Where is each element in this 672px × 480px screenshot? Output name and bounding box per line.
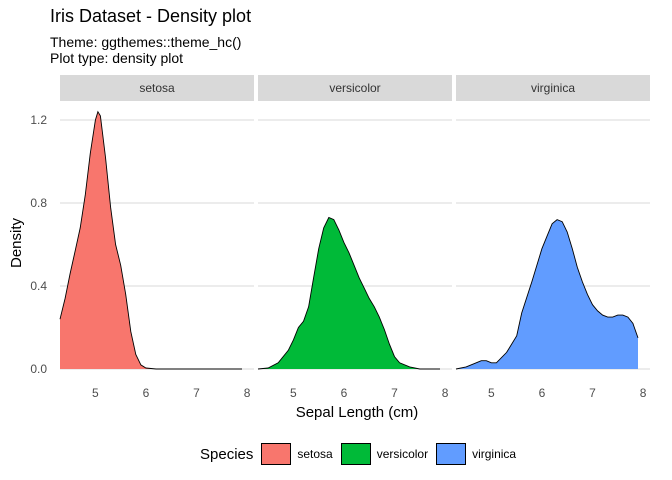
- legend: Species setosa versicolor virginica: [200, 441, 524, 467]
- x-tick-label-versicolor-7: 7: [391, 386, 398, 400]
- x-tick-label-setosa-5: 5: [92, 386, 99, 400]
- strip-label-setosa: setosa: [139, 81, 175, 95]
- x-tick-label-versicolor-5: 5: [290, 386, 297, 400]
- x-tick-label-virginica-8: 8: [640, 386, 647, 400]
- legend-label-versicolor: versicolor: [376, 447, 429, 461]
- x-tick-label-setosa-6: 6: [143, 386, 150, 400]
- chart-subtitle: Theme: ggthemes::theme_hc() Plot type: d…: [50, 34, 241, 66]
- x-tick-label-setosa-7: 7: [193, 386, 200, 400]
- strip-versicolor: [258, 75, 452, 101]
- panel-setosa: setosa 5 6 7 8: [59, 75, 254, 400]
- x-tick-label-versicolor-8: 8: [442, 386, 449, 400]
- x-tick-label-versicolor-6: 6: [341, 386, 348, 400]
- subtitle-line-plot-type: Plot type: density plot: [50, 50, 184, 66]
- legend-label-setosa: setosa: [297, 447, 333, 461]
- x-tick-label-setosa-8: 8: [244, 386, 251, 400]
- y-axis: 0.0 0.4 0.8 1.2: [30, 113, 47, 376]
- density-area-virginica: [456, 219, 638, 369]
- chart-title: Iris Dataset - Density plot: [50, 6, 252, 26]
- strip-virginica: [456, 75, 650, 101]
- y-tick-label-1: 0.4: [30, 279, 47, 293]
- density-line-setosa: [59, 110, 242, 370]
- legend-item-versicolor: versicolor: [340, 443, 429, 465]
- y-tick-label-0: 0.0: [30, 362, 47, 376]
- subtitle-line-theme: Theme: ggthemes::theme_hc(): [50, 34, 242, 50]
- panel-versicolor: versicolor 5 6 7 8: [257, 75, 452, 400]
- y-axis-title: Density: [8, 217, 25, 268]
- density-area-versicolor: [258, 217, 440, 369]
- density-line-virginica: [455, 219, 639, 370]
- strip-setosa: [60, 75, 254, 101]
- strip-label-virginica: virginica: [531, 81, 575, 95]
- x-tick-label-virginica-6: 6: [539, 386, 546, 400]
- legend-key-setosa: [261, 443, 292, 465]
- legend-title: Species: [200, 445, 254, 463]
- legend-item-setosa: setosa: [261, 443, 333, 465]
- legend-key-versicolor: [340, 443, 371, 465]
- x-axis-title: Sepal Length (cm): [296, 404, 419, 421]
- legend-key-virginica: [436, 443, 467, 465]
- legend-label-virginica: virginica: [472, 447, 517, 461]
- facet-panels: setosa 5 6 7 8 versicolor 5 6 7 8 virginica 5 6 7 8: [59, 75, 650, 400]
- x-tick-label-virginica-5: 5: [488, 386, 495, 400]
- x-tick-label-virginica-7: 7: [589, 386, 596, 400]
- y-tick-label-3: 1.2: [30, 113, 47, 127]
- density-area-setosa: [60, 111, 242, 369]
- y-tick-label-2: 0.8: [30, 196, 47, 210]
- strip-label-versicolor: versicolor: [329, 81, 380, 95]
- density-line-versicolor: [257, 216, 440, 370]
- panel-virginica: virginica 5 6 7 8: [455, 75, 650, 400]
- legend-item-virginica: virginica: [436, 443, 516, 465]
